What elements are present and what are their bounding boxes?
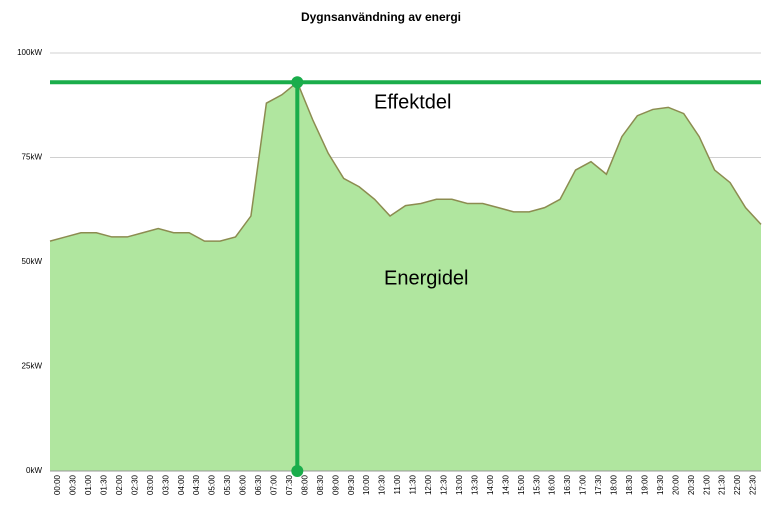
x-tick-label: 16:30	[563, 474, 572, 495]
x-tick-label: 01:00	[84, 474, 93, 495]
x-tick-label: 17:30	[594, 474, 603, 495]
area-line	[49, 81, 762, 242]
x-tick-label: 19:30	[656, 474, 665, 495]
y-tick-label: 25kW	[22, 362, 43, 371]
base-dot	[291, 465, 304, 477]
x-tick-label: 21:30	[718, 474, 727, 495]
x-tick-label: 06:00	[239, 474, 248, 495]
x-tick-label: 18:30	[625, 474, 634, 495]
y-tick-label: 0kW	[26, 466, 42, 475]
x-tick-label: 22:00	[733, 474, 742, 495]
x-tick-label: 13:30	[470, 474, 479, 495]
x-tick-label: 19:00	[640, 474, 649, 495]
x-tick-label: 15:00	[517, 474, 526, 495]
annotation: Effektdel	[374, 91, 451, 113]
x-tick-label: 02:30	[130, 474, 139, 495]
x-tick-label: 13:00	[455, 474, 464, 495]
x-tick-label: 07:30	[285, 474, 294, 495]
x-tick-label: 03:00	[146, 474, 155, 495]
x-tick-label: 10:00	[362, 474, 371, 495]
x-tick-label: 16:00	[548, 474, 557, 495]
x-tick-label: 11:00	[393, 474, 402, 494]
x-tick-label: 07:00	[270, 474, 279, 495]
x-tick-label: 15:30	[532, 474, 541, 495]
x-tick-label: 20:30	[687, 474, 696, 495]
x-tick-label: 09:00	[331, 474, 340, 495]
peak-dot	[291, 76, 304, 89]
x-tick-label: 12:30	[440, 474, 449, 495]
y-tick-label: 100kW	[17, 48, 42, 57]
x-tick-label: 03:30	[161, 474, 170, 495]
x-tick-label: 18:00	[610, 474, 619, 495]
x-tick-label: 08:00	[300, 474, 309, 495]
x-tick-label: 00:00	[53, 474, 62, 495]
x-tick-label: 04:00	[177, 474, 186, 495]
x-tick-label: 09:30	[347, 474, 356, 495]
x-tick-label: 08:30	[316, 474, 325, 495]
x-tick-label: 06:30	[254, 474, 263, 495]
x-tick-label: 05:30	[223, 474, 232, 495]
chart-title: Dygnsanvändning av energi	[301, 10, 461, 24]
x-tick-label: 12:00	[424, 474, 433, 495]
x-tick-label: 04:30	[192, 474, 201, 495]
x-tick-label: 05:00	[208, 474, 217, 495]
x-tick-label: 22:30	[749, 474, 758, 495]
x-tick-label: 11:30	[409, 474, 418, 494]
x-tick-label: 14:00	[486, 474, 495, 495]
x-tick-label: 02:00	[115, 474, 124, 495]
y-tick-label: 50kW	[22, 257, 43, 266]
x-tick-label: 01:30	[99, 474, 108, 495]
x-tick-label: 17:00	[579, 474, 588, 495]
x-tick-label: 00:30	[69, 474, 78, 495]
x-tick-label: 20:00	[671, 474, 680, 495]
x-tick-label: 14:30	[501, 474, 510, 495]
area	[50, 82, 761, 471]
y-tick-label: 75kW	[22, 153, 43, 162]
x-tick-label: 21:00	[702, 474, 711, 495]
annotation: Energidel	[384, 267, 469, 289]
x-tick-label: 10:30	[378, 474, 387, 495]
